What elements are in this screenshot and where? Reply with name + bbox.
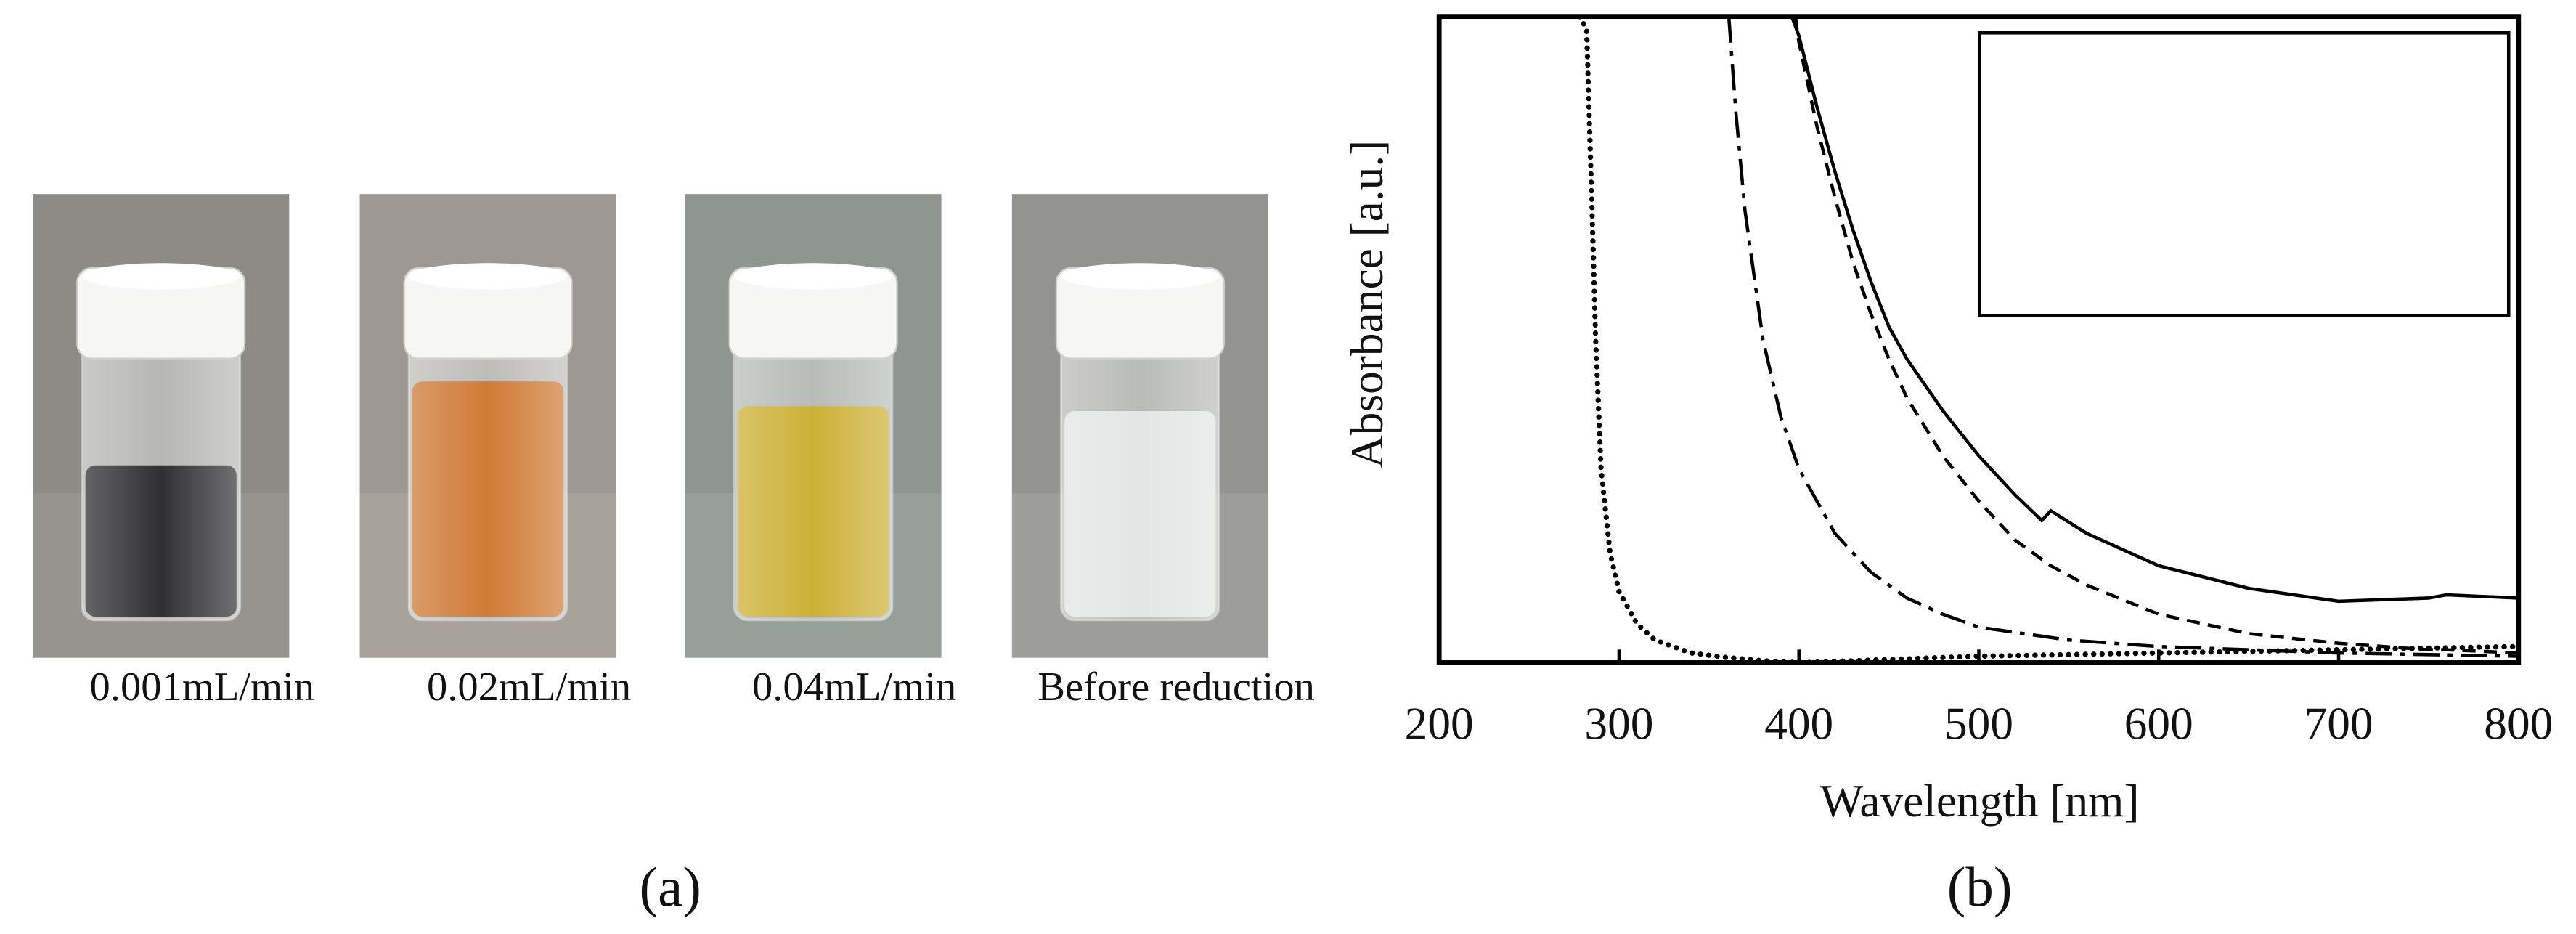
cap-top — [1061, 263, 1219, 290]
y-axis-label: Absorbance [a.u.] — [1342, 140, 1393, 468]
x-tick-label: 500 — [1944, 699, 2013, 750]
vial-shine — [734, 337, 892, 620]
x-tick-label: 800 — [2484, 699, 2553, 750]
vial-shine — [1061, 337, 1219, 620]
photos: 0.001mL/min 0.02mL/min 0.04mL/min Before re… — [33, 194, 1315, 710]
vial-photo: 0.001mL/min — [33, 194, 314, 710]
vial-shine — [409, 337, 567, 620]
cap-top — [734, 263, 892, 290]
series-lines — [1576, 16, 2519, 663]
x-tick-label: 300 — [1584, 699, 1653, 750]
x-tick-label: 700 — [2304, 699, 2373, 750]
series-line — [1727, 16, 2519, 658]
vial-label: 0.001mL/min — [90, 665, 315, 710]
caption-a: (a) — [640, 856, 701, 918]
caption-b: (b) — [1947, 856, 2013, 918]
x-tick-label: 600 — [2124, 699, 2193, 750]
series-line — [1576, 16, 2519, 663]
vial-label: 0.04mL/min — [752, 665, 956, 710]
series-line — [1793, 16, 2519, 655]
vial-label: 0.02mL/min — [427, 665, 631, 710]
x-axis-label: Wavelength [nm] — [1820, 776, 2140, 827]
legend-box — [1978, 31, 2511, 317]
vial-photo: Before reduction — [1011, 194, 1315, 710]
vial-shine — [82, 337, 240, 620]
series-line — [1790, 16, 2519, 604]
cap-top — [82, 263, 240, 290]
vial-label: Before reduction — [1038, 665, 1315, 710]
cap-top — [409, 263, 567, 290]
vial-photo: 0.04mL/min — [685, 194, 956, 710]
vial-photo: 0.02mL/min — [359, 194, 631, 710]
x-tick-label: 200 — [1405, 699, 1474, 750]
x-tick-label: 400 — [1764, 699, 1833, 750]
